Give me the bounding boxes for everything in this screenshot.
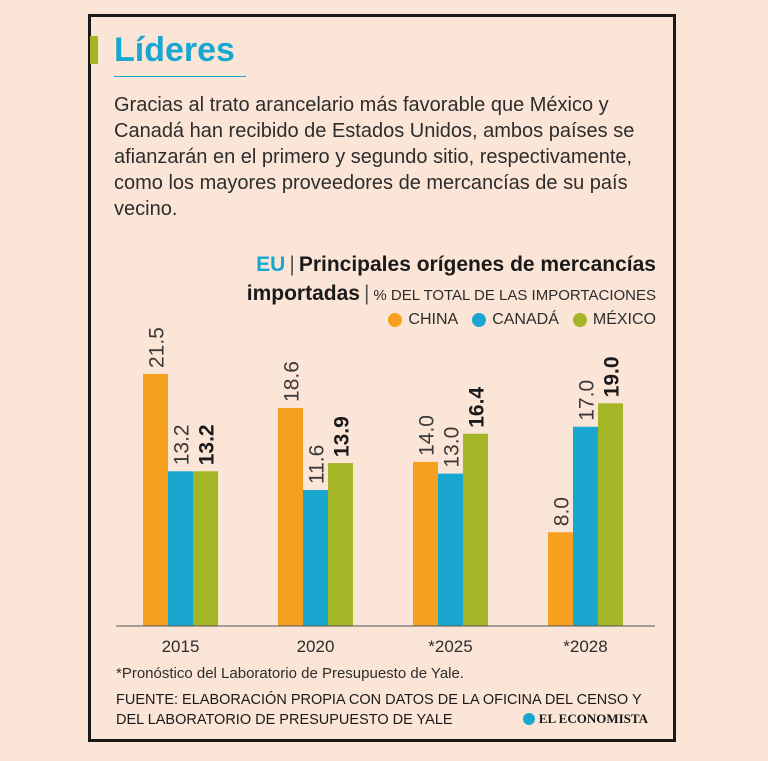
data-label: 19.0	[601, 356, 624, 397]
x-tick-label: *2025	[428, 637, 472, 656]
chart-title-line2: importadas |% DEL TOTAL DE LAS IMPORTACIO…	[247, 279, 656, 310]
data-label: 21.5	[146, 327, 169, 368]
chart-header: EU | Principales orígenes de mercancías im…	[247, 250, 656, 310]
description-text: Gracias al trato arancelario más favorab…	[114, 94, 635, 220]
legend-label-mexico: MÉXICO	[592, 311, 656, 328]
chart-title-text2: importadas	[246, 282, 360, 305]
chart-legend: CHINA CANADÁ MÉXICO	[388, 311, 656, 329]
data-label: 13.9	[331, 416, 354, 457]
bar-méxico-2020	[328, 463, 353, 626]
title-underline	[114, 76, 246, 77]
x-tick-label: 2020	[297, 637, 335, 656]
x-tick-label: *2028	[563, 637, 607, 656]
footnote: *Pronóstico del Laboratorio de Presupues…	[116, 665, 465, 682]
legend-item-china: CHINA	[388, 311, 458, 329]
brand-logo: EL ECONOMISTA	[522, 711, 648, 727]
legend-label-canada: CANADÁ	[492, 311, 559, 328]
legend-item-canada: CANADÁ	[472, 311, 559, 329]
data-label: 18.6	[281, 361, 304, 402]
data-label: 13.2	[196, 424, 219, 465]
x-tick-label: 2015	[162, 637, 200, 656]
bar-canadá-2020	[303, 490, 328, 626]
source-text: FUENTE: ELABORACIÓN PROPIA CON DATOS DE …	[116, 692, 642, 728]
chart-title-text1: Principales orígenes de mercancías	[298, 253, 656, 276]
bar-méxico-p2028	[598, 403, 623, 626]
separator: |	[363, 282, 370, 305]
data-label: 13.0	[441, 427, 464, 468]
legend-swatch-canada	[472, 313, 487, 327]
title-accent-bar	[90, 36, 98, 64]
bar-china-2015	[143, 374, 168, 626]
legend-swatch-china	[388, 313, 403, 327]
chart-prefix: EU	[256, 253, 286, 276]
brand-name: EL ECONOMISTA	[538, 711, 648, 726]
chart-subtitle: % DEL TOTAL DE LAS IMPORTACIONES	[373, 287, 656, 304]
bar-méxico-2015	[193, 471, 218, 626]
bar-méxico-p2025	[463, 433, 488, 626]
data-label: 16.4	[466, 387, 489, 428]
bar-china-p2028	[548, 532, 573, 626]
legend-item-mexico: MÉXICO	[572, 311, 656, 329]
data-label: 8.0	[551, 497, 574, 526]
bar-canadá-p2028	[573, 426, 598, 626]
data-label: 11.6	[306, 445, 329, 484]
page-title: Líderes	[114, 31, 235, 69]
legend-swatch-mexico	[572, 313, 587, 327]
data-label: 14.0	[416, 415, 439, 456]
logo-icon	[522, 713, 535, 725]
bar-canadá-p2025	[438, 473, 463, 626]
bar-china-p2025	[413, 461, 438, 626]
legend-label-china: CHINA	[408, 311, 459, 328]
bar-canadá-2015	[168, 471, 193, 626]
separator: |	[289, 253, 295, 276]
data-label: 17.0	[576, 380, 599, 421]
data-label: 13.2	[171, 424, 194, 465]
chart-title-line1: EU | Principales orígenes de mercancías	[247, 250, 656, 279]
bar-china-2020	[278, 407, 303, 626]
